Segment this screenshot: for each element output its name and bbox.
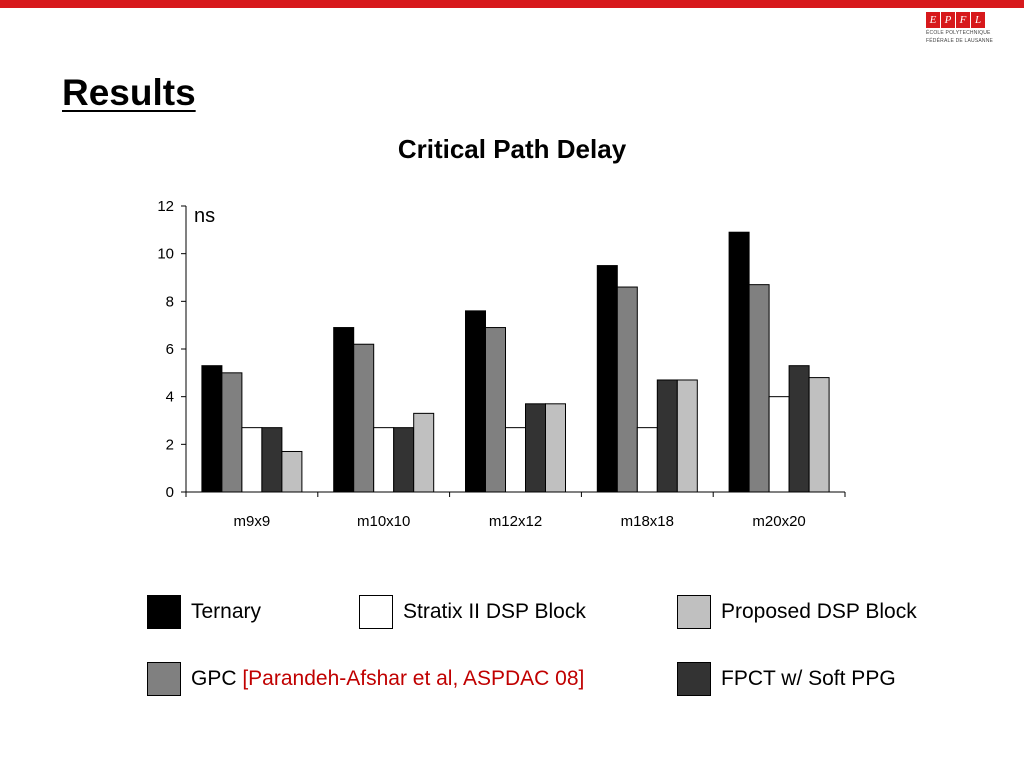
legend-swatch-gpc [147, 662, 181, 696]
bar-m20x20-series-4 [788, 365, 810, 493]
bar-m20x20-series-3 [768, 396, 790, 493]
bar-m9x9-series-4 [261, 427, 283, 493]
legend-swatch-stratix [359, 595, 393, 629]
legend-item-ternary: Ternary [147, 595, 261, 629]
legend-label-ternary: Ternary [191, 600, 262, 623]
bar-m18x18-series-3 [636, 427, 658, 493]
legend-swatch-fpct [677, 662, 711, 696]
epfl-logo-line1: ÉCOLE POLYTECHNIQUE [926, 30, 991, 36]
bar-m9x9-series-5 [281, 450, 303, 493]
bar-m9x9-series-1 [201, 365, 223, 493]
legend-item-fpct: FPCT w/ Soft PPG [677, 662, 896, 696]
bar-m18x18-series-1 [596, 265, 618, 493]
legend-item-stratix: Stratix II DSP Block [359, 595, 586, 629]
y-tick-label-0: 0 [166, 484, 174, 501]
legend-label-gpc: GPC [Parandeh-Afshar et al, ASPDAC 08] [191, 667, 584, 691]
legend-item-proposed: Proposed DSP Block [677, 595, 917, 629]
top-accent-bar [0, 0, 1024, 8]
bar-m20x20-series-5 [808, 377, 830, 493]
chart-title: Critical Path Delay [397, 134, 627, 164]
legend-label-fpct: FPCT w/ Soft PPG [721, 667, 896, 690]
y-tick-label-6: 6 [166, 341, 174, 358]
bar-m20x20-series-1 [728, 231, 750, 493]
bar-m18x18-series-5 [676, 379, 698, 493]
bar-m10x10-series-4 [393, 427, 415, 493]
y-axis-unit-label: ns [194, 205, 215, 227]
x-tick-label-m18x18: m18x18 [621, 513, 674, 530]
slide-title: Results [62, 72, 196, 113]
bar-m10x10-series-3 [373, 427, 395, 493]
legend-swatch-ternary [147, 595, 181, 629]
legend-label-proposed: Proposed DSP Block [721, 600, 917, 623]
bar-m12x12-series-3 [505, 427, 526, 493]
bar-m12x12-series-4 [525, 403, 546, 493]
bar-m12x12-series-5 [545, 403, 566, 493]
bar-m9x9-series-3 [241, 427, 263, 493]
bar-m9x9-series-2 [221, 372, 243, 493]
legend-label-stratix: Stratix II DSP Block [403, 600, 586, 623]
x-tick-label-m10x10: m10x10 [357, 513, 410, 530]
x-tick-label-m12x12: m12x12 [489, 513, 542, 530]
bar-m10x10-series-1 [333, 327, 355, 493]
bar-chart: 0 2 4 6 8 10 12 m9x9 m10x10 m12x12 m18x18 m20x20 ns [157, 198, 846, 530]
y-tick-label-4: 4 [166, 389, 174, 406]
x-tick-label-m9x9: m9x9 [234, 513, 271, 530]
y-tick-label-8: 8 [166, 293, 174, 310]
y-tick-label-12: 12 [157, 198, 174, 215]
legend-label-gpc-reference: [Parandeh-Afshar et al, ASPDAC 08] [242, 667, 585, 690]
y-tick-label-10: 10 [157, 246, 174, 263]
bar-m10x10-series-5 [413, 412, 435, 493]
bar-m18x18-series-2 [616, 286, 638, 493]
y-tick-label-2: 2 [166, 436, 174, 453]
x-tick-label-m20x20: m20x20 [752, 513, 805, 530]
epfl-logo-line2: FÉDÉRALE DE LAUSANNE [926, 38, 994, 44]
bar-m12x12-series-2 [485, 327, 506, 493]
bar-m12x12-series-1 [465, 310, 486, 493]
legend-swatch-proposed [677, 595, 711, 629]
legend-item-gpc: GPC [Parandeh-Afshar et al, ASPDAC 08] [147, 662, 584, 696]
legend-label-gpc-name: GPC [191, 667, 243, 690]
bar-m18x18-series-4 [656, 379, 678, 493]
bar-m10x10-series-2 [353, 343, 375, 493]
bar-m20x20-series-2 [748, 284, 770, 493]
